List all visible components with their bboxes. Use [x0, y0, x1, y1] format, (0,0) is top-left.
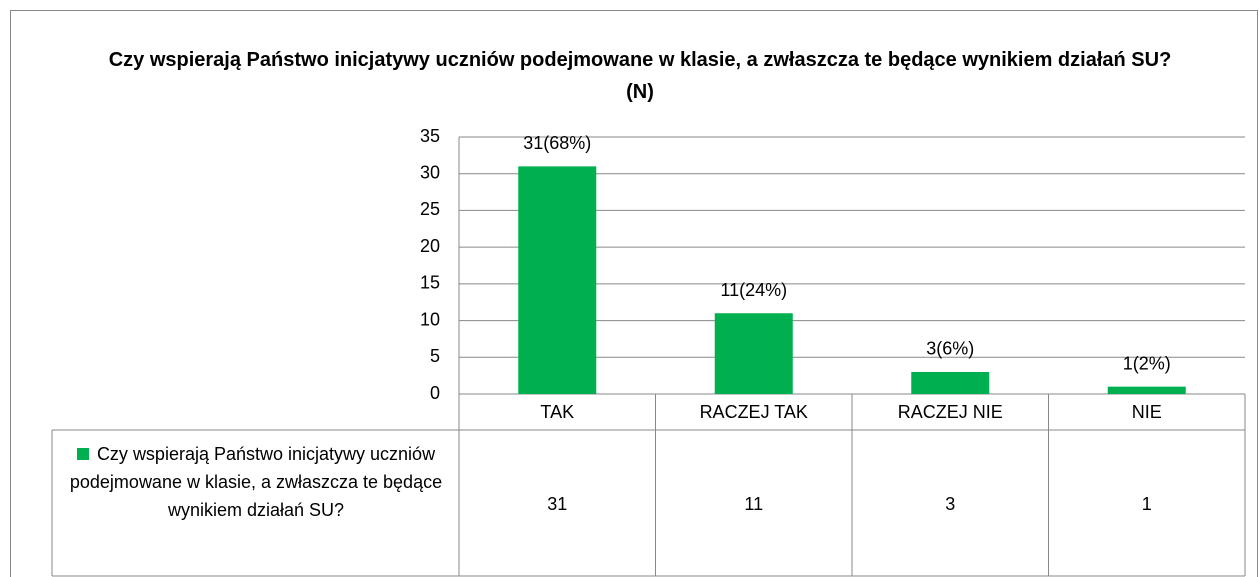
- table-value: 11: [744, 494, 763, 514]
- bar: [518, 166, 597, 394]
- table-value: 31: [547, 494, 567, 514]
- data-label: 31(68%): [523, 133, 591, 153]
- x-tick-label: TAK: [540, 402, 574, 422]
- legend-swatch: [76, 448, 89, 460]
- table-value: 3: [945, 494, 955, 514]
- y-tick-label: 35: [420, 126, 440, 146]
- chart-border: [10, 10, 1258, 577]
- y-tick-label: 25: [420, 199, 440, 219]
- y-tick-label: 15: [420, 273, 440, 293]
- x-tick-label: RACZEJ NIE: [898, 402, 1003, 422]
- legend-entry: Czy wspierają Państwo inicjatywy uczniów…: [58, 440, 454, 524]
- y-tick-label: 5: [430, 346, 440, 366]
- data-label: 11(24%): [720, 280, 787, 300]
- y-tick-label: 20: [420, 236, 440, 256]
- chart-title: Czy wspierają Państwo inicjatywy uczniów…: [108, 49, 1172, 103]
- y-tick-label: 0: [430, 383, 440, 403]
- table-value: 1: [1142, 494, 1152, 514]
- legend-label: Czy wspierają Państwo inicjatywy uczniów…: [69, 444, 443, 520]
- bar: [1107, 386, 1186, 394]
- y-tick-label: 30: [420, 162, 440, 182]
- data-label: 1(2%): [1123, 353, 1171, 373]
- bar: [714, 313, 793, 394]
- y-tick-label: 10: [420, 309, 440, 329]
- data-label: 3(6%): [926, 339, 974, 359]
- bar: [911, 371, 990, 394]
- x-tick-label: NIE: [1132, 402, 1162, 422]
- x-tick-label: RACZEJ TAK: [700, 402, 808, 422]
